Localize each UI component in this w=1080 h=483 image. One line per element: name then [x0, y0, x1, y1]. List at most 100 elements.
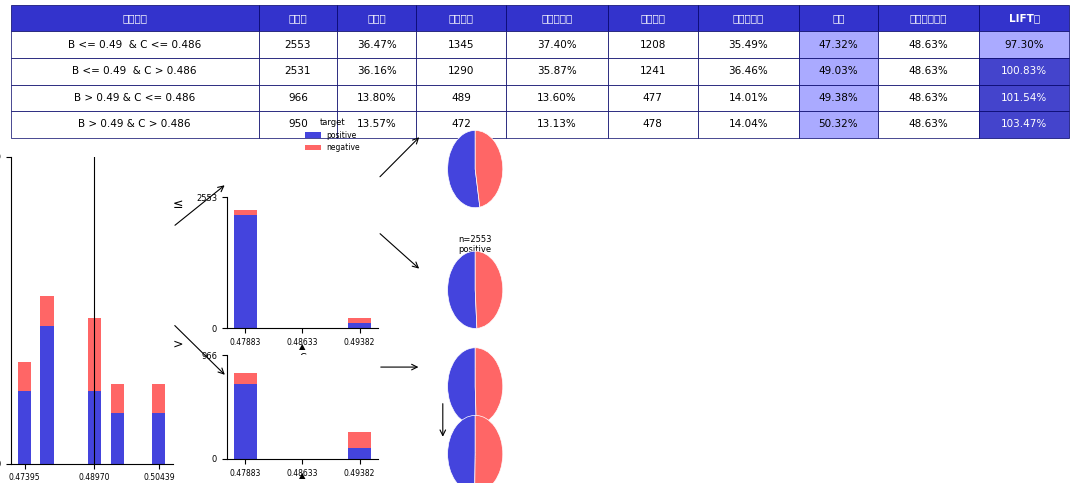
Bar	[111, 413, 124, 464]
Text: 35.87%: 35.87%	[537, 66, 577, 76]
Text: 14.04%: 14.04%	[729, 119, 768, 129]
Bar	[40, 297, 54, 326]
Bar	[799, 85, 878, 111]
Bar	[799, 31, 878, 58]
Text: 好样本数: 好样本数	[448, 13, 474, 23]
Bar	[11, 5, 258, 31]
Bar	[337, 111, 416, 138]
Text: 13.60%: 13.60%	[537, 93, 577, 103]
Text: n=966
positive: n=966 positive	[459, 452, 491, 471]
Bar	[608, 58, 698, 85]
Wedge shape	[447, 415, 475, 483]
Text: 36.47%: 36.47%	[356, 40, 396, 50]
Bar	[507, 31, 608, 58]
Wedge shape	[447, 130, 480, 208]
Bar	[878, 31, 980, 58]
Bar	[980, 31, 1069, 58]
Bar	[40, 326, 54, 464]
Text: 1345: 1345	[448, 40, 474, 50]
Bar	[348, 448, 372, 459]
Bar	[799, 58, 878, 85]
Text: 35.49%: 35.49%	[728, 40, 768, 50]
Wedge shape	[447, 251, 477, 328]
Bar	[11, 85, 258, 111]
Bar	[258, 58, 337, 85]
Text: 477: 477	[643, 93, 662, 103]
Text: 1241: 1241	[639, 66, 666, 76]
Wedge shape	[474, 415, 503, 483]
Text: 37.40%: 37.40%	[537, 40, 577, 50]
Text: 2553: 2553	[285, 40, 311, 50]
Text: 49.03%: 49.03%	[819, 66, 859, 76]
Text: 48.63%: 48.63%	[908, 119, 948, 129]
Bar	[233, 210, 257, 215]
Bar	[980, 85, 1069, 111]
Bar	[608, 5, 698, 31]
Bar	[152, 384, 165, 413]
Bar	[152, 413, 165, 464]
Text: B <= 0.49  & C > 0.486: B <= 0.49 & C > 0.486	[72, 66, 197, 76]
Text: ≤: ≤	[173, 198, 184, 211]
Text: 47.32%: 47.32%	[819, 40, 859, 50]
Text: 472: 472	[451, 119, 471, 129]
Text: 2531: 2531	[285, 66, 311, 76]
Bar	[698, 31, 799, 58]
Bar	[608, 111, 698, 138]
X-axis label: C: C	[299, 353, 306, 363]
Bar	[799, 111, 878, 138]
Text: 49.38%: 49.38%	[819, 93, 859, 103]
Bar	[258, 5, 337, 31]
Text: 13.80%: 13.80%	[356, 93, 396, 103]
Bar	[18, 391, 31, 464]
Bar	[878, 111, 980, 138]
Text: 103.47%: 103.47%	[1001, 119, 1048, 129]
Bar	[698, 85, 799, 111]
Bar	[337, 31, 416, 58]
Legend: positive, negative: positive, negative	[302, 115, 363, 156]
Bar	[416, 111, 507, 138]
Text: 97.30%: 97.30%	[1004, 40, 1044, 50]
Text: 48.63%: 48.63%	[908, 40, 948, 50]
Text: 好样本占比: 好样本占比	[541, 13, 572, 23]
Text: >: >	[173, 338, 184, 351]
Text: 100.83%: 100.83%	[1001, 66, 1048, 76]
Bar	[507, 111, 608, 138]
Bar	[348, 318, 372, 323]
Bar	[416, 31, 507, 58]
Text: 坏样本数: 坏样本数	[640, 13, 665, 23]
Text: 14.01%: 14.01%	[729, 93, 768, 103]
Bar	[507, 85, 608, 111]
Text: 101.54%: 101.54%	[1001, 93, 1048, 103]
Bar	[416, 58, 507, 85]
Text: 478: 478	[643, 119, 662, 129]
Bar	[878, 85, 980, 111]
Text: ▲: ▲	[299, 471, 306, 480]
Text: B > 0.49 & C > 0.486: B > 0.49 & C > 0.486	[79, 119, 191, 129]
Text: 命中率: 命中率	[367, 13, 387, 23]
Text: n=2553
positive: n=2553 positive	[458, 235, 492, 254]
Text: n=2531
positive: n=2531 positive	[458, 355, 492, 375]
Text: 966: 966	[288, 93, 308, 103]
Text: 48.63%: 48.63%	[908, 66, 948, 76]
Text: B <= 0.49  & C <= 0.486: B <= 0.49 & C <= 0.486	[68, 40, 201, 50]
Bar	[337, 5, 416, 31]
Bar	[507, 5, 608, 31]
Text: ▲: ▲	[299, 342, 306, 351]
Bar	[87, 318, 100, 391]
Text: 13.57%: 13.57%	[356, 119, 396, 129]
Bar	[337, 58, 416, 85]
Text: 1290: 1290	[448, 66, 474, 76]
Bar	[878, 5, 980, 31]
Wedge shape	[447, 348, 476, 425]
Bar	[980, 111, 1069, 138]
Bar	[87, 391, 100, 464]
Text: B > 0.49 & C <= 0.486: B > 0.49 & C <= 0.486	[75, 93, 195, 103]
Bar	[18, 362, 31, 391]
Text: 36.16%: 36.16%	[356, 66, 396, 76]
Bar	[608, 85, 698, 111]
Text: 命中数: 命中数	[288, 13, 308, 23]
Bar	[348, 432, 372, 448]
Text: 950: 950	[288, 119, 308, 129]
Bar	[233, 373, 257, 384]
Bar	[980, 5, 1069, 31]
